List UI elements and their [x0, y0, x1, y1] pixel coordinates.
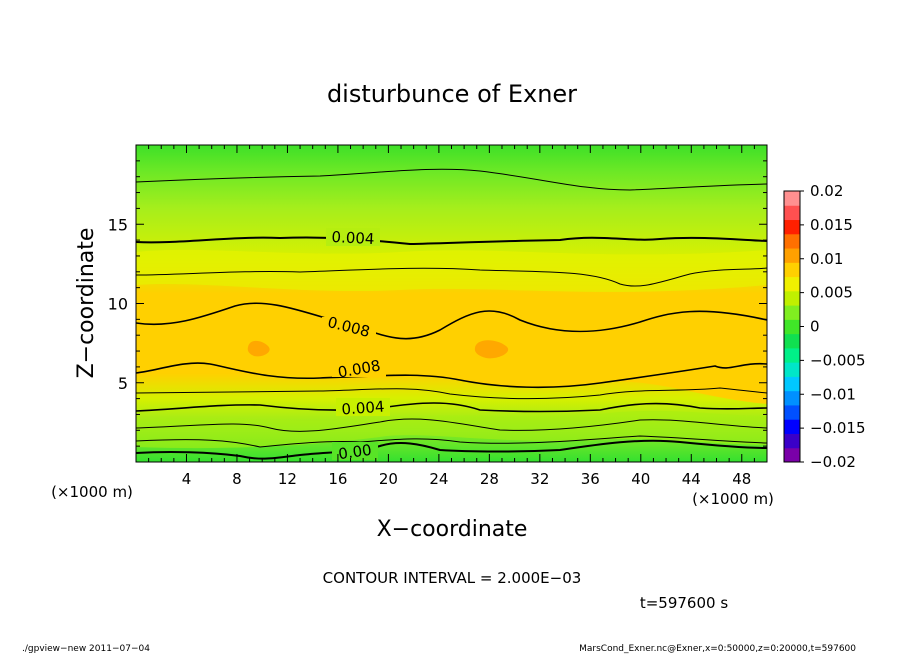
- chart-title: disturbunce of Exner: [327, 80, 577, 108]
- colorbar-tick-label: 0.005: [810, 284, 853, 302]
- colorbar-swatch: [784, 333, 800, 349]
- colorbar-tick-label: −0.02: [810, 453, 856, 471]
- colorbar-tick-labels: 0.02 0.015 0.01 0.005 0 −0.005 −0.01 −0.015 −0.0…: [800, 182, 866, 471]
- contour-lines: [136, 168, 767, 460]
- field-band-lower-green: [136, 410, 767, 449]
- colorbar-swatch: [784, 447, 800, 463]
- colorbar-swatch: [784, 191, 800, 206]
- contour-label: 0.004: [341, 398, 385, 419]
- field-warm-spot: [247, 340, 270, 357]
- contour-label-knockout: [332, 359, 386, 377]
- colorbar-tick-label: −0.005: [810, 351, 866, 369]
- x-tick-label: 32: [530, 470, 549, 488]
- x-axis-ticks: 4 8 12 16 20 24 28 32 36 40 44 48: [148, 145, 755, 488]
- time-text: t=597600 s: [640, 594, 728, 612]
- colorbar-swatch: [784, 276, 800, 292]
- x-unit-left: (×1000 m): [51, 483, 133, 501]
- colorbar-swatch: [784, 390, 800, 406]
- contour-label: 0.004: [331, 228, 375, 248]
- contour-line: [136, 362, 767, 389]
- x-tick-label: 40: [631, 470, 650, 488]
- x-tick-label: 16: [328, 470, 347, 488]
- contour-line: [136, 387, 767, 400]
- contour-interval-text: CONTOUR INTERVAL = 2.000E−03: [323, 569, 582, 587]
- x-axis-label: X−coordinate: [377, 517, 528, 542]
- footer-right: MarsCond_Exner.nc@Exner,x=0:50000,z=0:20…: [579, 644, 856, 654]
- contour-line: [136, 168, 767, 191]
- colorbar-tick-label: −0.015: [810, 419, 866, 437]
- field-band-upper-yellow: [136, 249, 767, 292]
- colorbar-swatch: [784, 290, 800, 306]
- x-tick-label: 20: [379, 470, 398, 488]
- x-tick-label: 4: [182, 470, 192, 488]
- colorbar-swatch: [784, 248, 800, 263]
- contour-line: [136, 302, 767, 340]
- y-axis-ticks: 5 10 15: [108, 160, 767, 447]
- colorbar-tick-label: 0: [810, 318, 820, 336]
- x-tick-label: 36: [581, 470, 600, 488]
- x-tick-label: 44: [682, 470, 701, 488]
- x-tick-label: 12: [278, 470, 297, 488]
- colorbar-swatch: [784, 219, 800, 235]
- colorbar-swatch: [784, 205, 800, 221]
- colorbar-swatch: [784, 404, 800, 420]
- contour-label-knockout: [336, 398, 390, 416]
- contour-label-knockout: [326, 228, 380, 246]
- colorbar-tick-label: 0.02: [810, 182, 843, 200]
- contour-line: [136, 236, 767, 246]
- colorbar-tick-label: 0.01: [810, 250, 843, 268]
- contour-line: [136, 439, 767, 460]
- field-background: [136, 145, 767, 462]
- contour-line: [136, 402, 767, 413]
- field-band-orange: [136, 303, 767, 404]
- colorbar-swatch: [784, 319, 800, 335]
- footer-left: ./gpview−new 2011−07−04: [22, 644, 150, 654]
- colorbar-swatches: [784, 191, 800, 463]
- colorbar-swatch: [784, 419, 800, 434]
- plot-area: 0.004 0.008 0.008 0.004 0.00: [136, 145, 767, 463]
- colorbar-swatch: [784, 233, 800, 249]
- contour-label-knockout: [322, 317, 376, 335]
- y-axis-label: Z−coordinate: [74, 228, 99, 379]
- y-tick-label: 15: [108, 215, 128, 234]
- y-tick-label: 10: [108, 295, 128, 314]
- x-tick-label: 24: [429, 470, 448, 488]
- colorbar-swatch: [784, 433, 800, 449]
- colorbar-swatch: [784, 362, 800, 377]
- contour-line: [136, 267, 767, 287]
- x-unit-right: (×1000 m): [692, 490, 774, 508]
- colorbar-tick-label: −0.01: [810, 385, 856, 403]
- contour-line: [136, 418, 767, 432]
- colorbar-swatch: [784, 262, 800, 278]
- y-tick-label: 5: [118, 374, 128, 393]
- colorbar-swatch: [784, 347, 800, 363]
- x-tick-label: 8: [232, 470, 242, 488]
- colorbar-swatch: [784, 305, 800, 320]
- contour-label: 0.00: [337, 441, 373, 463]
- contour-label-knockout: [332, 442, 378, 460]
- colorbar: 0.02 0.015 0.01 0.005 0 −0.005 −0.01 −0.015 −0.0…: [783, 182, 866, 471]
- contour-line: [136, 435, 767, 448]
- x-tick-label: 28: [480, 470, 499, 488]
- colorbar-swatch: [784, 376, 800, 392]
- colorbar-tick-label: 0.015: [810, 216, 853, 234]
- field-warm-spot: [474, 340, 509, 359]
- x-tick-label: 48: [732, 470, 751, 488]
